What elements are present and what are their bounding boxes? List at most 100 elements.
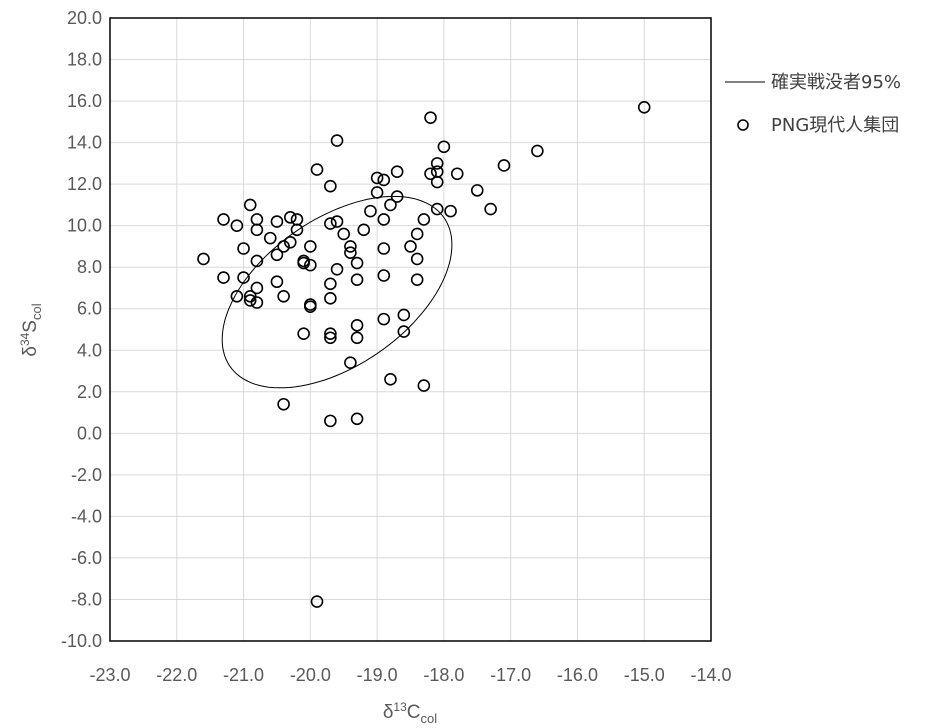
data-point bbox=[330, 134, 344, 147]
confidence-ellipse bbox=[221, 195, 453, 389]
data-point bbox=[344, 246, 357, 259]
y-tick-label: 0.0 bbox=[77, 423, 102, 443]
data-point bbox=[470, 184, 484, 197]
x-tick-label: -20.0 bbox=[290, 665, 331, 685]
data-point bbox=[637, 100, 651, 114]
data-point bbox=[404, 240, 417, 253]
y-tick-label: -6.0 bbox=[71, 548, 102, 568]
data-point bbox=[430, 202, 444, 216]
data-point bbox=[424, 167, 437, 181]
x-tick-label: -15.0 bbox=[624, 665, 665, 685]
y-tick-labels: 20.0 18.0 16.0 14.0 12.0 10.0 8.0 6.0 4.0 2.0 0.0 -… bbox=[61, 8, 102, 651]
data-point bbox=[297, 327, 310, 340]
data-point bbox=[330, 215, 344, 228]
y-tick-label: 12.0 bbox=[67, 174, 102, 194]
x-axis-title: δ13Ccol bbox=[383, 700, 437, 726]
data-point bbox=[370, 186, 384, 199]
data-point bbox=[384, 373, 397, 386]
data-point bbox=[304, 300, 317, 313]
data-point bbox=[350, 256, 364, 270]
legend-circle-marker bbox=[737, 119, 749, 131]
x-tick-label: -22.0 bbox=[156, 665, 197, 685]
data-point bbox=[410, 273, 424, 286]
data-point bbox=[377, 242, 391, 255]
data-point bbox=[377, 213, 391, 226]
data-point bbox=[377, 173, 391, 187]
data-point bbox=[324, 292, 337, 305]
data-point bbox=[243, 198, 257, 212]
data-point bbox=[324, 327, 337, 340]
data-point bbox=[324, 331, 337, 345]
data-point bbox=[250, 213, 264, 226]
data-point bbox=[243, 289, 257, 303]
data-point bbox=[270, 275, 284, 289]
x-tick-label: -19.0 bbox=[357, 665, 398, 685]
data-point bbox=[217, 271, 230, 284]
data-point bbox=[350, 319, 364, 332]
data-point bbox=[250, 254, 264, 268]
data-point bbox=[397, 308, 411, 322]
data-point bbox=[377, 269, 391, 282]
data-point bbox=[484, 202, 497, 216]
x-tick-label: -16.0 bbox=[557, 665, 598, 685]
data-point bbox=[283, 235, 297, 249]
data-point bbox=[197, 252, 210, 266]
x-tick-label: -21.0 bbox=[223, 665, 264, 685]
data-point bbox=[243, 294, 257, 307]
y-tick-label: 16.0 bbox=[67, 91, 102, 111]
data-point bbox=[270, 215, 284, 228]
legend-label-points: PNG現代人集団 bbox=[771, 115, 899, 136]
y-tick-label: 4.0 bbox=[77, 340, 102, 360]
data-point bbox=[324, 179, 337, 193]
data-point bbox=[370, 171, 384, 185]
gridlines bbox=[109, 17, 712, 642]
data-point bbox=[277, 289, 290, 303]
data-point bbox=[263, 231, 277, 245]
data-point bbox=[410, 227, 424, 241]
x-tick-label: -17.0 bbox=[490, 665, 531, 685]
y-tick-label: 6.0 bbox=[77, 299, 102, 319]
data-point bbox=[283, 211, 297, 224]
data-point bbox=[290, 213, 304, 226]
x-tick-label: -18.0 bbox=[423, 665, 464, 685]
y-tick-label: 18.0 bbox=[67, 50, 102, 70]
data-point bbox=[384, 198, 397, 212]
data-point bbox=[437, 140, 451, 154]
data-point bbox=[290, 223, 304, 237]
data-point bbox=[324, 217, 337, 230]
data-point bbox=[417, 213, 431, 226]
data-point bbox=[497, 159, 511, 172]
data-point bbox=[230, 289, 244, 303]
data-point bbox=[430, 175, 444, 189]
data-point bbox=[397, 325, 411, 338]
data-point bbox=[417, 379, 431, 392]
data-point bbox=[237, 271, 250, 284]
data-point bbox=[250, 281, 264, 295]
y-tick-label: 10.0 bbox=[67, 216, 102, 236]
data-point bbox=[237, 242, 250, 255]
legend: 確実戦没者95% PNG現代人集団 bbox=[725, 72, 901, 136]
y-tick-label: 2.0 bbox=[77, 382, 102, 402]
data-point bbox=[270, 248, 284, 262]
data-point bbox=[350, 331, 364, 345]
data-point bbox=[390, 190, 404, 203]
y-tick-label: 20.0 bbox=[67, 8, 102, 28]
y-axis-title: δ34Scol bbox=[18, 303, 44, 356]
x-tick-label: -14.0 bbox=[690, 665, 731, 685]
y-tick-label: -4.0 bbox=[71, 506, 102, 526]
data-point bbox=[377, 312, 391, 326]
data-point bbox=[390, 165, 404, 178]
plot-area-border bbox=[109, 17, 712, 642]
legend-label-ellipse: 確実戦没者95% bbox=[771, 72, 901, 93]
data-point bbox=[250, 223, 264, 237]
x-tick-labels: -23.0 -22.0 -21.0 -20.0 -19.0 -18.0 -17.0 -16.0… bbox=[89, 665, 731, 685]
y-tick-label: -10.0 bbox=[61, 631, 102, 651]
data-point bbox=[350, 273, 364, 286]
y-tick-label: -2.0 bbox=[71, 465, 102, 485]
data-point bbox=[357, 223, 371, 237]
data-point bbox=[430, 165, 444, 178]
data-point bbox=[337, 227, 351, 241]
data-point bbox=[217, 213, 230, 226]
data-point bbox=[277, 240, 290, 253]
